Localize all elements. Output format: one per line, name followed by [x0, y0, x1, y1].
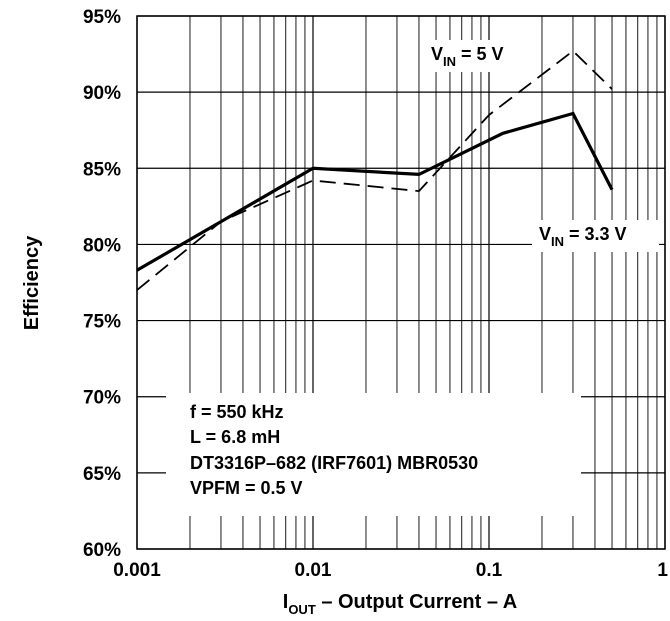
legend-label-background-3v3: [532, 220, 659, 252]
y-tick-label: 65%: [83, 464, 121, 485]
series-label-5v-prefix: V: [431, 44, 443, 64]
plot-frame: [136, 15, 666, 550]
series-label-3v3-sub: IN: [551, 234, 564, 249]
series-label-vin-3v3: VIN = 3.3 V: [539, 224, 627, 249]
legend-label-background-5v: [425, 40, 523, 72]
series-label-5v-suffix: = 5 V: [456, 44, 504, 64]
x-tick-label: 1: [657, 560, 668, 581]
x-axis-label-sub: OUT: [288, 602, 316, 617]
y-axis-label: Efficiency: [21, 235, 43, 330]
y-tick-label: 85%: [83, 159, 121, 180]
x-tick-labels: 0.001 0.01 0.1 1: [113, 560, 668, 581]
y-tick-label: 70%: [83, 388, 121, 409]
x-tick-label: 0.01: [295, 560, 332, 581]
series-label-5v-sub: IN: [443, 54, 456, 69]
x-axis-label: IOUT – Output Current – A: [283, 591, 518, 617]
annotation-inductance: L = 6.8 mH: [190, 427, 280, 447]
x-tick-label: 0.1: [476, 560, 503, 581]
y-tick-label: 90%: [83, 83, 121, 104]
x-tick-label: 0.001: [113, 560, 161, 581]
annotation-background: [166, 393, 581, 516]
y-tick-label: 75%: [83, 312, 121, 333]
annotation-frequency: f = 550 kHz: [190, 402, 284, 422]
annotation-vpfm: VPFM = 0.5 V: [190, 478, 303, 498]
x-axis-label-rest: – Output Current – A: [316, 591, 517, 613]
x-axis-label-main: I: [283, 591, 289, 613]
y-tick-label: 95%: [83, 7, 121, 28]
series-label-vin-5v: VIN = 5 V: [431, 44, 504, 69]
y-tick-label: 60%: [83, 540, 121, 561]
y-tick-labels: 60% 65% 70% 75% 80% 85% 90% 95%: [83, 7, 121, 561]
series-layer: [136, 49, 614, 291]
series-label-3v3-prefix: V: [539, 224, 551, 244]
series-line-vin-5v: [136, 49, 613, 291]
y-tick-label: 80%: [83, 235, 121, 256]
series-label-3v3-suffix: = 3.3 V: [564, 224, 627, 244]
annotation-components: DT3316P–682 (IRF7601) MBR0530: [190, 453, 478, 473]
